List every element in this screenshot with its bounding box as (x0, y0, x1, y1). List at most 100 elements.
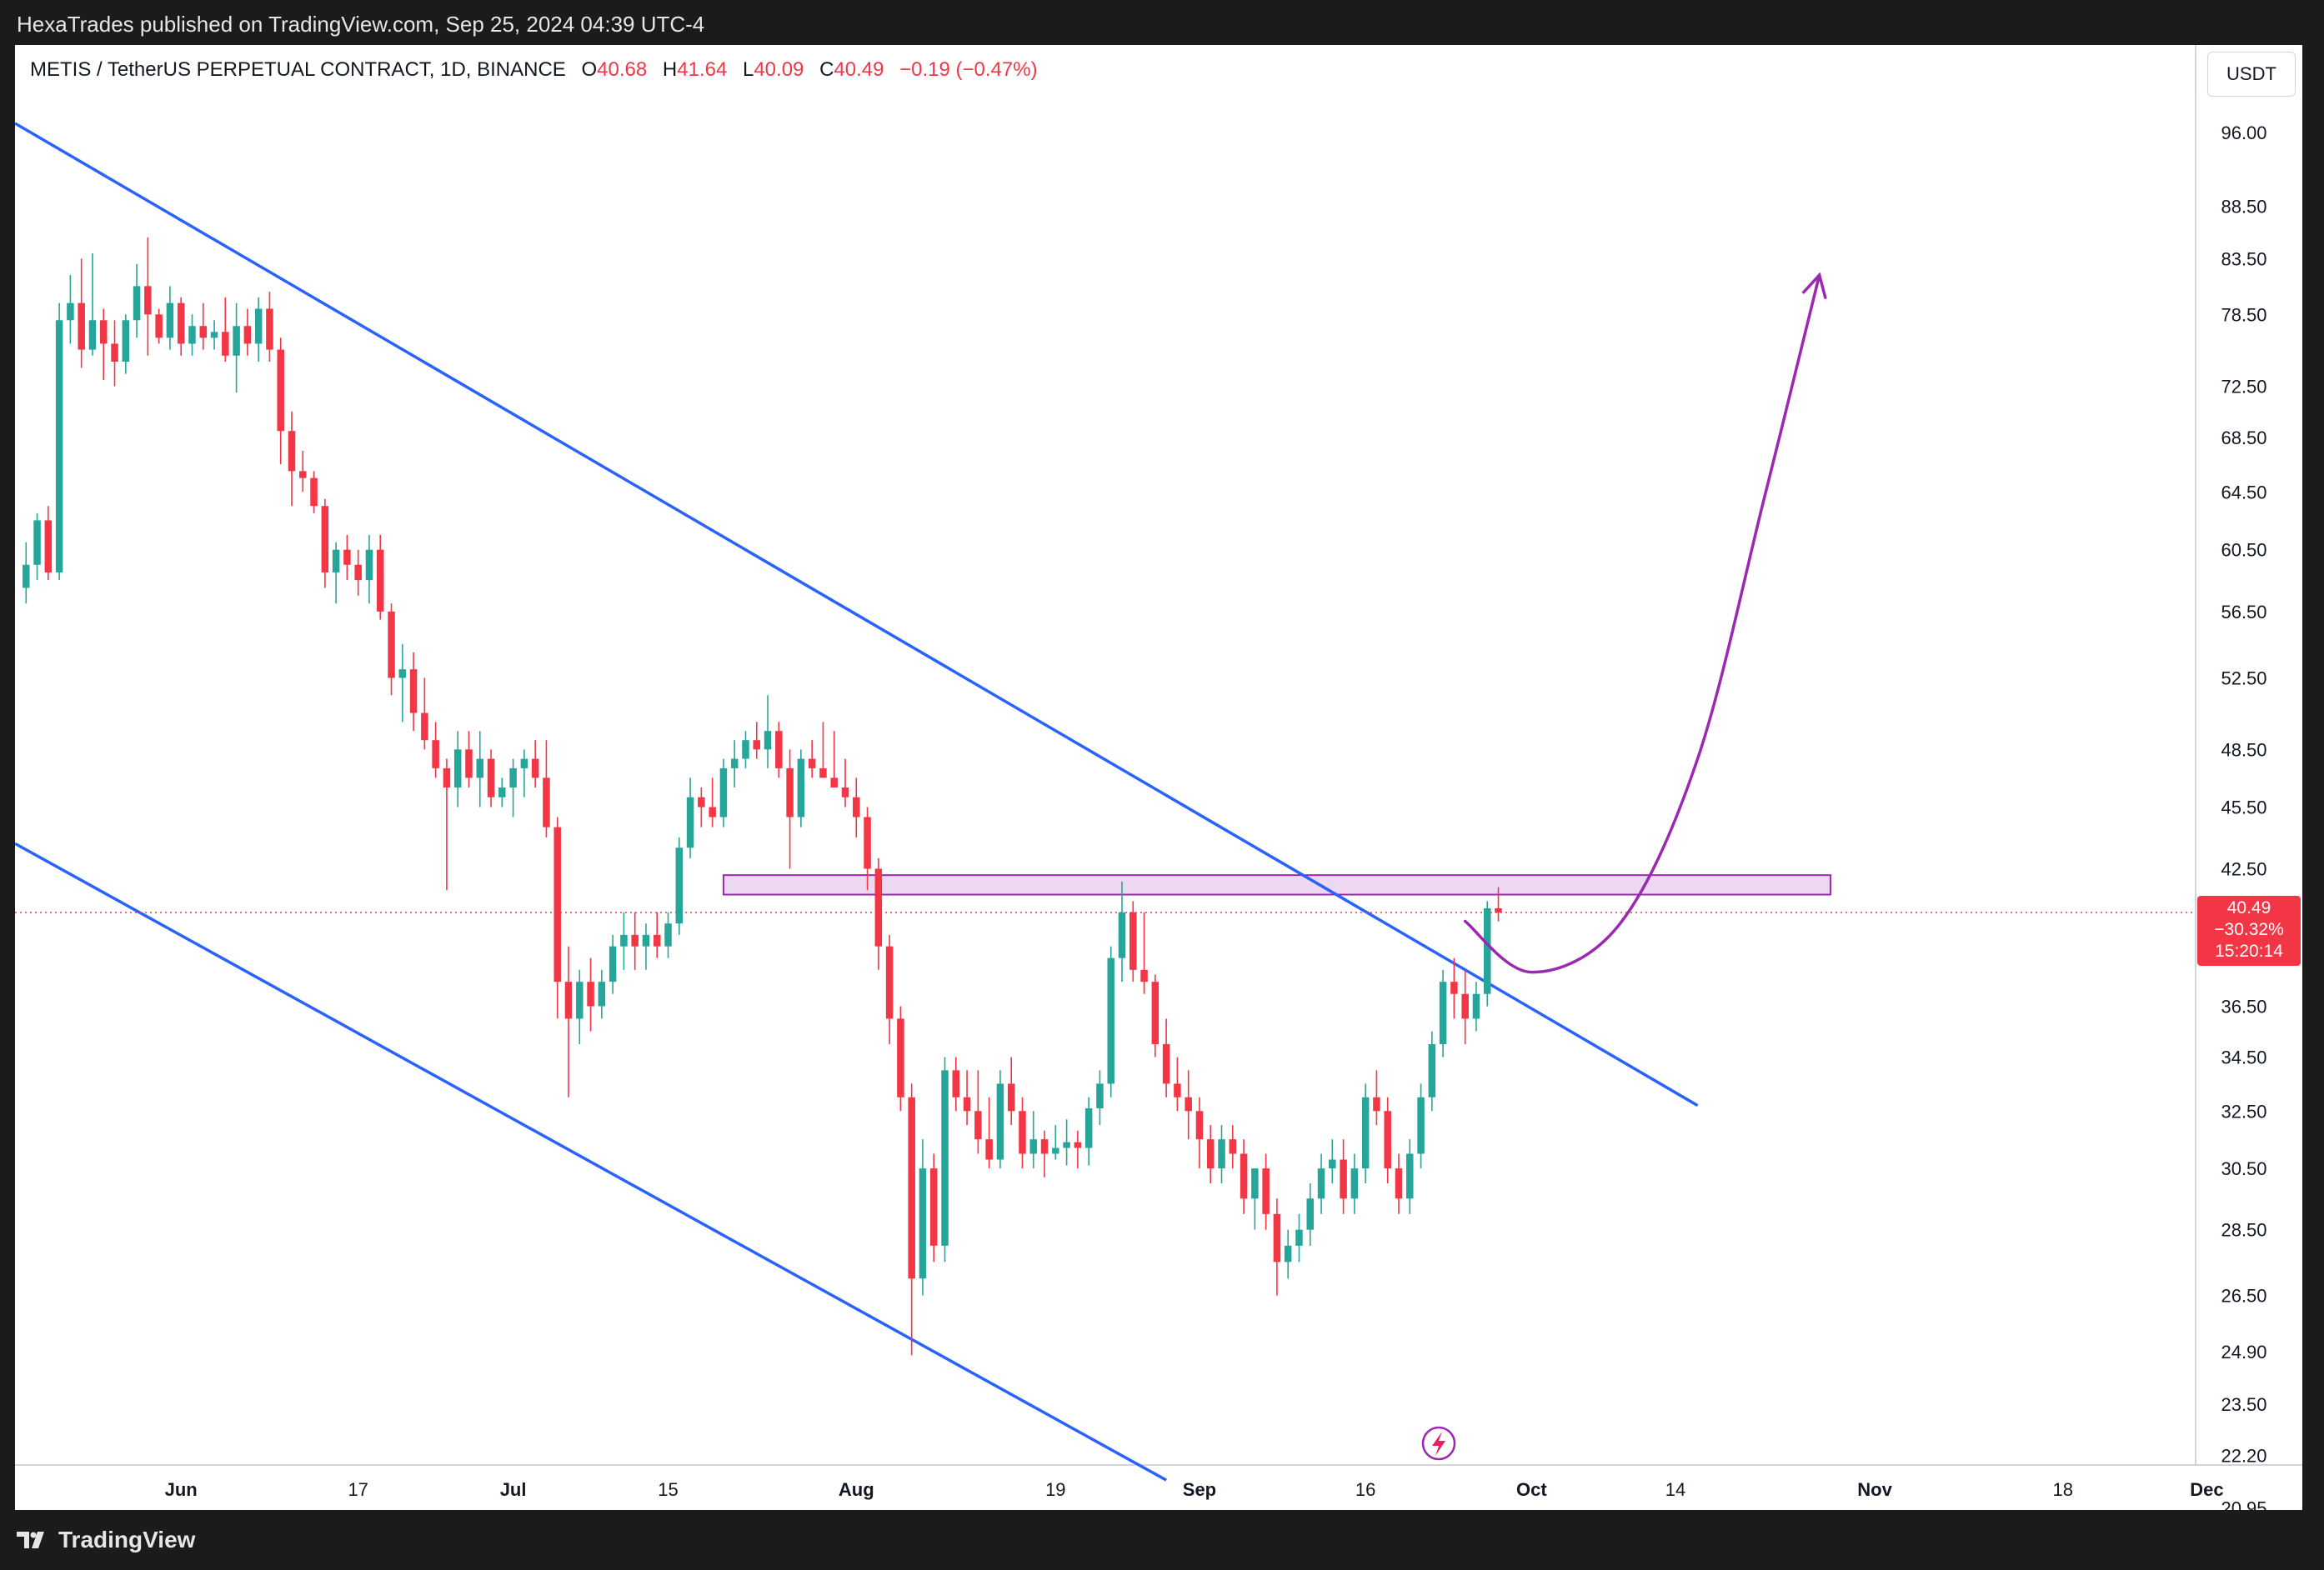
candle (199, 302, 208, 350)
candle-body (321, 506, 329, 572)
candle (133, 263, 141, 338)
time-tick-label: 19 (1045, 1479, 1065, 1500)
candle (1185, 1070, 1192, 1140)
candle-body (1195, 1111, 1204, 1140)
candle-body (1063, 1142, 1070, 1148)
candle (222, 297, 229, 362)
candle (1306, 1183, 1315, 1246)
time-tick-label: 15 (658, 1479, 678, 1500)
candle (1373, 1070, 1380, 1126)
candle-body (929, 1168, 938, 1246)
candle-body (166, 302, 174, 338)
candle-body (188, 326, 196, 344)
candle (266, 292, 273, 362)
candle (609, 934, 617, 994)
candle (864, 807, 871, 891)
resistance-zone (722, 874, 1831, 896)
candle-body (698, 797, 705, 808)
candle-body (233, 326, 240, 356)
tradingview-logo[interactable]: TradingView (17, 1527, 195, 1553)
candle (841, 758, 849, 808)
price-tick-label: 42.50 (2221, 858, 2266, 879)
candle-body (1406, 1153, 1414, 1199)
candle-body (1340, 1159, 1347, 1199)
candle (1350, 1153, 1359, 1214)
candle-body (598, 982, 606, 1007)
candle (443, 758, 451, 891)
candle-body (99, 320, 108, 344)
candle (764, 695, 772, 768)
candle-body (797, 758, 805, 818)
tradingview-brand: TradingView (58, 1527, 196, 1552)
candle-body (354, 564, 362, 581)
candle-body (199, 326, 208, 338)
currency-selector[interactable]: USDT (2207, 52, 2296, 97)
candle (465, 731, 473, 788)
candle (1472, 982, 1480, 1032)
candle-body (1185, 1097, 1192, 1112)
grid (15, 45, 2302, 1466)
candle-body (775, 731, 783, 768)
candle (487, 749, 495, 808)
candle (321, 498, 329, 588)
candle-body (764, 731, 772, 750)
candle (974, 1070, 982, 1154)
candle (509, 758, 517, 818)
candle-body (520, 758, 528, 768)
candle (1007, 1057, 1015, 1126)
candle (55, 302, 63, 581)
candle-body (686, 797, 694, 848)
candle (941, 1057, 949, 1262)
candle (1240, 1139, 1248, 1214)
candle-body (1074, 1142, 1082, 1148)
price-tick-label: 96.00 (2221, 122, 2266, 143)
chart-svg[interactable]: 104.0096.0088.5083.5078.5072.5068.5064.5… (15, 45, 2302, 1510)
candle (1428, 1031, 1436, 1112)
candle-body (1273, 1213, 1281, 1262)
price-tick-label: 28.50 (2221, 1220, 2266, 1241)
candle-body (1151, 982, 1159, 1044)
price-tick-label: 20.95 (2221, 1498, 2266, 1510)
candle-body (709, 807, 716, 818)
price-tick-label: 68.50 (2221, 428, 2266, 448)
candle-body (919, 1168, 927, 1279)
candle (874, 858, 883, 970)
chart-area[interactable]: 104.0096.0088.5083.5078.5072.5068.5064.5… (15, 45, 2302, 1510)
axes-layer: 104.0096.0088.5083.5078.5072.5068.5064.5… (165, 50, 2301, 1510)
candle-body (675, 848, 684, 924)
candle (1040, 1130, 1049, 1178)
candle-body (277, 349, 284, 432)
symbol-legend: METIS / TetherUS PERPETUAL CONTRACT, 1D,… (30, 58, 1038, 82)
candle-body (88, 320, 97, 350)
candle (1096, 1070, 1104, 1126)
candle-body (1096, 1083, 1104, 1108)
high-label: H (662, 58, 678, 81)
candle (1074, 1130, 1082, 1169)
candle-body (44, 520, 53, 572)
candle (67, 275, 74, 344)
candle-body (864, 817, 871, 869)
candle (210, 320, 218, 350)
candle-body (1483, 908, 1491, 994)
candle-body (144, 286, 152, 315)
candle-body (1472, 993, 1480, 1019)
candle-body (1162, 1043, 1170, 1084)
candle (1417, 1083, 1425, 1169)
candle (1151, 974, 1159, 1058)
candle (675, 837, 684, 935)
candle (254, 297, 263, 362)
candle-body (1084, 1108, 1093, 1148)
candle (343, 534, 351, 581)
time-tick-label: Sep (1183, 1479, 1216, 1500)
candle-body (288, 431, 296, 472)
candle (1461, 969, 1469, 1044)
candle-body (453, 749, 462, 788)
candle (576, 969, 584, 1044)
candle-body (631, 934, 639, 947)
candle (719, 758, 728, 828)
candle-body (498, 787, 506, 798)
candle-body (1240, 1153, 1248, 1199)
candle (1140, 912, 1148, 994)
candle-body (1118, 912, 1126, 958)
time-tick-label: Dec (2190, 1479, 2223, 1500)
